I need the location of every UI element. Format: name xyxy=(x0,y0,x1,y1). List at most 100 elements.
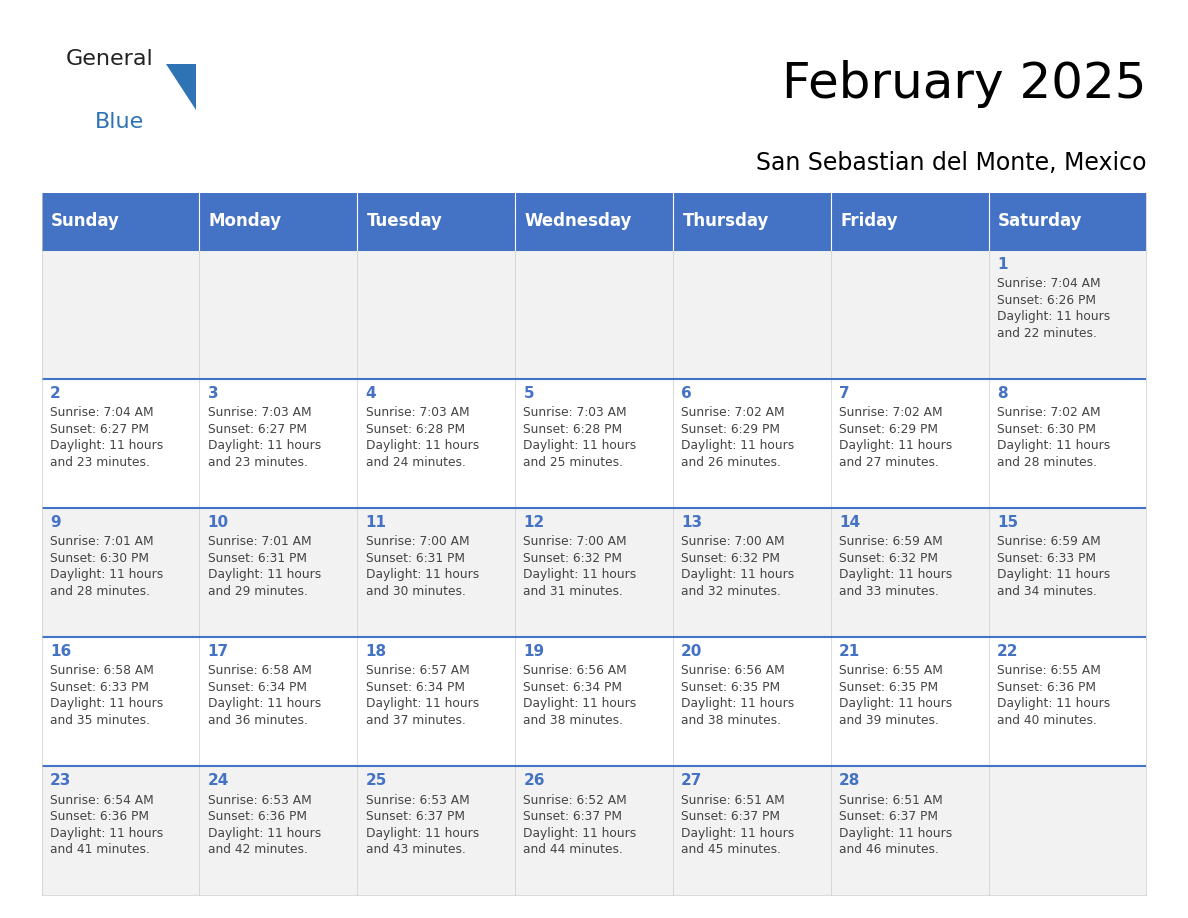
Text: Monday: Monday xyxy=(209,212,282,230)
Text: Sunrise: 6:56 AM
Sunset: 6:35 PM
Daylight: 11 hours
and 38 minutes.: Sunrise: 6:56 AM Sunset: 6:35 PM Dayligh… xyxy=(681,665,795,727)
Text: Sunrise: 7:01 AM
Sunset: 6:31 PM
Daylight: 11 hours
and 29 minutes.: Sunrise: 7:01 AM Sunset: 6:31 PM Dayligh… xyxy=(208,535,321,598)
Text: Sunrise: 6:51 AM
Sunset: 6:37 PM
Daylight: 11 hours
and 45 minutes.: Sunrise: 6:51 AM Sunset: 6:37 PM Dayligh… xyxy=(681,793,795,856)
Bar xyxy=(200,193,358,250)
Bar xyxy=(200,766,358,895)
Bar xyxy=(830,766,988,895)
Text: 15: 15 xyxy=(997,515,1018,531)
Bar xyxy=(200,637,358,766)
Text: 6: 6 xyxy=(681,386,691,401)
Text: 27: 27 xyxy=(681,773,702,789)
Bar xyxy=(42,193,200,250)
Bar xyxy=(200,250,358,379)
Text: Sunrise: 6:52 AM
Sunset: 6:37 PM
Daylight: 11 hours
and 44 minutes.: Sunrise: 6:52 AM Sunset: 6:37 PM Dayligh… xyxy=(524,793,637,856)
Bar xyxy=(200,508,358,637)
Bar xyxy=(988,379,1146,508)
Text: 28: 28 xyxy=(839,773,860,789)
Text: Sunrise: 6:53 AM
Sunset: 6:37 PM
Daylight: 11 hours
and 43 minutes.: Sunrise: 6:53 AM Sunset: 6:37 PM Dayligh… xyxy=(366,793,479,856)
Text: Sunrise: 6:53 AM
Sunset: 6:36 PM
Daylight: 11 hours
and 42 minutes.: Sunrise: 6:53 AM Sunset: 6:36 PM Dayligh… xyxy=(208,793,321,856)
Text: 5: 5 xyxy=(524,386,535,401)
Bar xyxy=(672,508,830,637)
Bar xyxy=(988,637,1146,766)
Text: Sunrise: 7:01 AM
Sunset: 6:30 PM
Daylight: 11 hours
and 28 minutes.: Sunrise: 7:01 AM Sunset: 6:30 PM Dayligh… xyxy=(50,535,163,598)
Bar xyxy=(988,250,1146,379)
Bar xyxy=(672,766,830,895)
Polygon shape xyxy=(166,64,196,110)
Text: Sunrise: 6:54 AM
Sunset: 6:36 PM
Daylight: 11 hours
and 41 minutes.: Sunrise: 6:54 AM Sunset: 6:36 PM Dayligh… xyxy=(50,793,163,856)
Text: Sunrise: 7:02 AM
Sunset: 6:29 PM
Daylight: 11 hours
and 26 minutes.: Sunrise: 7:02 AM Sunset: 6:29 PM Dayligh… xyxy=(681,407,795,469)
Bar xyxy=(42,379,200,508)
Bar xyxy=(516,508,672,637)
Bar xyxy=(516,766,672,895)
Bar xyxy=(988,766,1146,895)
Text: 11: 11 xyxy=(366,515,386,531)
Bar xyxy=(830,379,988,508)
Bar xyxy=(358,193,516,250)
Text: 9: 9 xyxy=(50,515,61,531)
Text: Sunrise: 7:00 AM
Sunset: 6:32 PM
Daylight: 11 hours
and 31 minutes.: Sunrise: 7:00 AM Sunset: 6:32 PM Dayligh… xyxy=(524,535,637,598)
Text: Thursday: Thursday xyxy=(682,212,769,230)
Text: 1: 1 xyxy=(997,257,1007,272)
Text: Sunrise: 7:04 AM
Sunset: 6:26 PM
Daylight: 11 hours
and 22 minutes.: Sunrise: 7:04 AM Sunset: 6:26 PM Dayligh… xyxy=(997,277,1110,340)
Bar xyxy=(358,508,516,637)
Bar xyxy=(42,766,200,895)
Bar xyxy=(672,250,830,379)
Bar xyxy=(358,379,516,508)
Text: 17: 17 xyxy=(208,644,229,659)
Text: Sunrise: 7:00 AM
Sunset: 6:32 PM
Daylight: 11 hours
and 32 minutes.: Sunrise: 7:00 AM Sunset: 6:32 PM Dayligh… xyxy=(681,535,795,598)
Bar xyxy=(830,508,988,637)
Text: Sunrise: 7:02 AM
Sunset: 6:29 PM
Daylight: 11 hours
and 27 minutes.: Sunrise: 7:02 AM Sunset: 6:29 PM Dayligh… xyxy=(839,407,953,469)
Bar xyxy=(200,379,358,508)
Bar xyxy=(358,250,516,379)
Text: February 2025: February 2025 xyxy=(782,60,1146,107)
Text: 4: 4 xyxy=(366,386,377,401)
Text: Sunrise: 6:56 AM
Sunset: 6:34 PM
Daylight: 11 hours
and 38 minutes.: Sunrise: 6:56 AM Sunset: 6:34 PM Dayligh… xyxy=(524,665,637,727)
Text: 16: 16 xyxy=(50,644,71,659)
Text: 3: 3 xyxy=(208,386,219,401)
Text: Friday: Friday xyxy=(840,212,898,230)
Text: 14: 14 xyxy=(839,515,860,531)
Text: 22: 22 xyxy=(997,644,1018,659)
Bar xyxy=(516,250,672,379)
Text: Sunrise: 7:03 AM
Sunset: 6:27 PM
Daylight: 11 hours
and 23 minutes.: Sunrise: 7:03 AM Sunset: 6:27 PM Dayligh… xyxy=(208,407,321,469)
Text: 26: 26 xyxy=(524,773,545,789)
Text: Sunrise: 7:03 AM
Sunset: 6:28 PM
Daylight: 11 hours
and 24 minutes.: Sunrise: 7:03 AM Sunset: 6:28 PM Dayligh… xyxy=(366,407,479,469)
Text: Sunrise: 7:03 AM
Sunset: 6:28 PM
Daylight: 11 hours
and 25 minutes.: Sunrise: 7:03 AM Sunset: 6:28 PM Dayligh… xyxy=(524,407,637,469)
Text: Sunrise: 6:55 AM
Sunset: 6:35 PM
Daylight: 11 hours
and 39 minutes.: Sunrise: 6:55 AM Sunset: 6:35 PM Dayligh… xyxy=(839,665,953,727)
Text: 13: 13 xyxy=(681,515,702,531)
Text: Sunrise: 6:57 AM
Sunset: 6:34 PM
Daylight: 11 hours
and 37 minutes.: Sunrise: 6:57 AM Sunset: 6:34 PM Dayligh… xyxy=(366,665,479,727)
Text: 24: 24 xyxy=(208,773,229,789)
Text: Sunrise: 6:59 AM
Sunset: 6:33 PM
Daylight: 11 hours
and 34 minutes.: Sunrise: 6:59 AM Sunset: 6:33 PM Dayligh… xyxy=(997,535,1110,598)
Bar xyxy=(830,637,988,766)
Bar xyxy=(830,193,988,250)
Text: Sunrise: 6:58 AM
Sunset: 6:34 PM
Daylight: 11 hours
and 36 minutes.: Sunrise: 6:58 AM Sunset: 6:34 PM Dayligh… xyxy=(208,665,321,727)
Text: General: General xyxy=(65,49,153,69)
Bar xyxy=(42,637,200,766)
Text: Sunrise: 7:02 AM
Sunset: 6:30 PM
Daylight: 11 hours
and 28 minutes.: Sunrise: 7:02 AM Sunset: 6:30 PM Dayligh… xyxy=(997,407,1110,469)
Text: 19: 19 xyxy=(524,644,544,659)
Bar xyxy=(42,508,200,637)
Bar xyxy=(672,193,830,250)
Text: Sunrise: 7:04 AM
Sunset: 6:27 PM
Daylight: 11 hours
and 23 minutes.: Sunrise: 7:04 AM Sunset: 6:27 PM Dayligh… xyxy=(50,407,163,469)
Text: 25: 25 xyxy=(366,773,387,789)
Text: 12: 12 xyxy=(524,515,544,531)
Bar xyxy=(516,193,672,250)
Text: Sunrise: 6:58 AM
Sunset: 6:33 PM
Daylight: 11 hours
and 35 minutes.: Sunrise: 6:58 AM Sunset: 6:33 PM Dayligh… xyxy=(50,665,163,727)
Text: Sunrise: 6:51 AM
Sunset: 6:37 PM
Daylight: 11 hours
and 46 minutes.: Sunrise: 6:51 AM Sunset: 6:37 PM Dayligh… xyxy=(839,793,953,856)
Bar xyxy=(988,193,1146,250)
Bar xyxy=(516,379,672,508)
Text: Blue: Blue xyxy=(95,112,144,132)
Text: 18: 18 xyxy=(366,644,386,659)
Text: Sunday: Sunday xyxy=(51,212,120,230)
Bar xyxy=(988,508,1146,637)
Text: 2: 2 xyxy=(50,386,61,401)
Text: Saturday: Saturday xyxy=(998,212,1082,230)
Text: 20: 20 xyxy=(681,644,702,659)
Bar xyxy=(516,637,672,766)
Bar xyxy=(672,637,830,766)
Bar xyxy=(672,379,830,508)
Text: 10: 10 xyxy=(208,515,229,531)
Text: 21: 21 xyxy=(839,644,860,659)
Bar xyxy=(358,637,516,766)
Text: Wednesday: Wednesday xyxy=(525,212,632,230)
Text: Tuesday: Tuesday xyxy=(367,212,443,230)
